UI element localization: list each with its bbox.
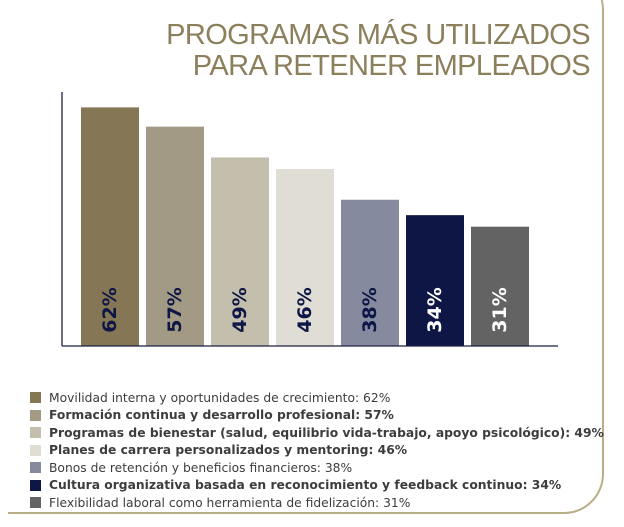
- legend-label-3: Programas de bienestar (salud, equilibri…: [49, 425, 604, 440]
- legend-item-7: Flexibilidad laboral como herramienta de…: [30, 494, 605, 512]
- chart-title: PROGRAMAS MÁS UTILIZADOS PARA RETENER EM…: [166, 20, 590, 82]
- bar-3: [211, 157, 269, 346]
- chart-title-line-2: PARA RETENER EMPLEADOS: [192, 50, 591, 82]
- legend-item-3: Programas de bienestar (salud, equilibri…: [30, 424, 605, 442]
- bar-1: [81, 107, 139, 346]
- bar-2: [146, 126, 204, 347]
- bar-value-label-4: 46%: [294, 287, 316, 332]
- bar-5: [341, 199, 399, 346]
- chart-title-line-1: PROGRAMAS MÁS UTILIZADOS: [166, 19, 590, 51]
- bar-6: [406, 215, 464, 346]
- legend-item-2: Formación continua y desarrollo profesio…: [30, 407, 605, 425]
- legend-item-4: Planes de carrera personalizados y mento…: [30, 442, 605, 460]
- decorative-frame: [8, 0, 604, 514]
- legend-label-1: Movilidad interna y oportunidades de cre…: [49, 390, 391, 405]
- legend-item-1: Movilidad interna y oportunidades de cre…: [30, 389, 605, 407]
- legend-item-5: Bonos de retención y beneficios financie…: [30, 459, 605, 477]
- bar-value-label-7: 31%: [489, 287, 511, 332]
- legend-label-4: Planes de carrera personalizados y mento…: [49, 443, 408, 458]
- chart-legend: Movilidad interna y oportunidades de cre…: [30, 389, 605, 512]
- legend-swatch-1: [30, 392, 41, 404]
- bar-value-label-3: 49%: [229, 287, 251, 332]
- legend-swatch-6: [30, 479, 41, 491]
- bar-value-label-5: 38%: [359, 287, 381, 332]
- legend-label-7: Flexibilidad laboral como herramienta de…: [49, 495, 411, 510]
- legend-swatch-3: [30, 427, 41, 439]
- legend-label-5: Bonos de retención y beneficios financie…: [49, 460, 353, 475]
- bars-group: 62% 57% 49% 46% 38% 34% 31%: [81, 107, 529, 347]
- legend-label-2: Formación continua y desarrollo profesio…: [49, 408, 394, 423]
- bar-value-label-1: 62%: [99, 287, 121, 332]
- legend-item-6: Cultura organizativa basada en reconocim…: [30, 477, 605, 495]
- bar-4: [276, 168, 334, 346]
- legend-swatch-2: [30, 409, 41, 421]
- legend-swatch-5: [30, 462, 41, 474]
- bar-value-label-6: 34%: [424, 287, 446, 332]
- legend-swatch-7: [30, 497, 41, 509]
- bar-value-label-2: 57%: [164, 287, 186, 332]
- bar-7: [471, 226, 529, 346]
- legend-swatch-4: [30, 444, 41, 456]
- legend-label-6: Cultura organizativa basada en reconocim…: [49, 478, 562, 493]
